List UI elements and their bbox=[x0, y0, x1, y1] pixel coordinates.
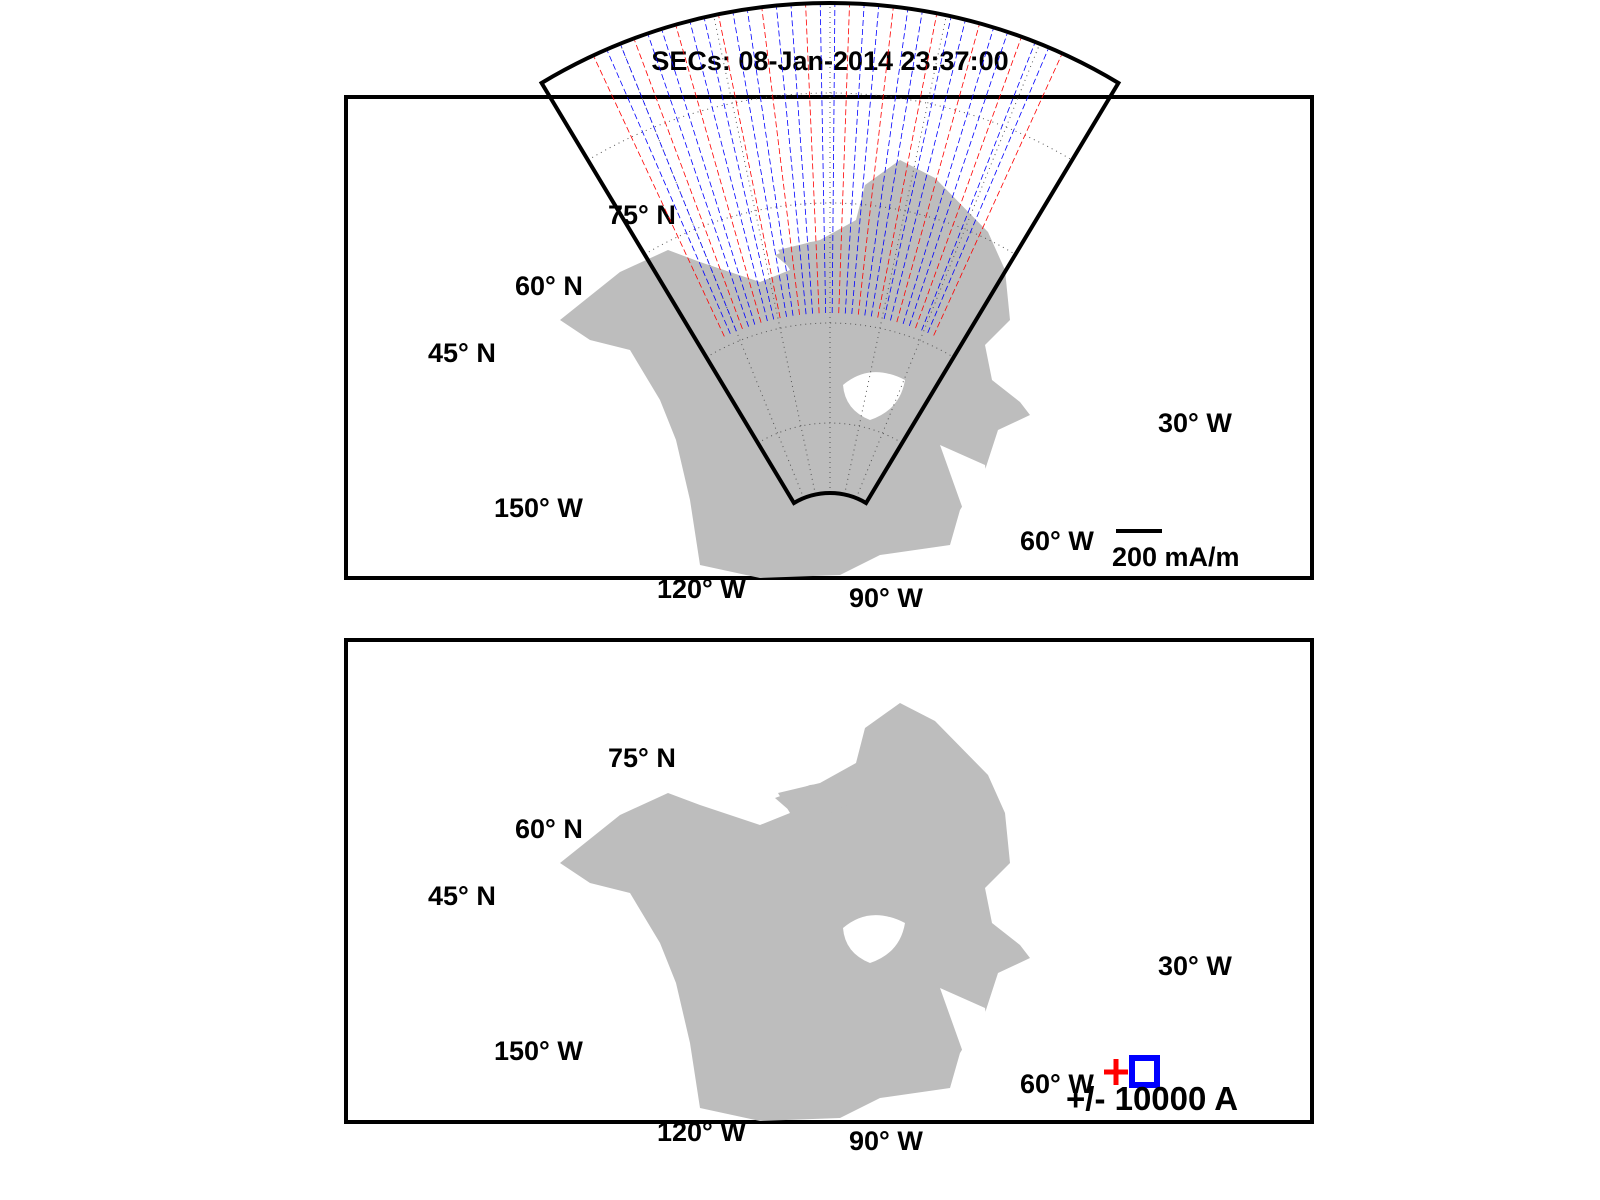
hudson-bay bbox=[843, 372, 905, 420]
latitude-circle bbox=[757, 422, 903, 444]
top-panel: 75° N 60° N 45° N 150° W 120° W 90° W 60… bbox=[344, 95, 1314, 613]
lon-label-30w: 30° W bbox=[1158, 408, 1232, 438]
lat-label-45: 45° N bbox=[428, 338, 496, 368]
longitude-labels: 150° W 120° W 90° W 60° W 30° W bbox=[494, 951, 1232, 1156]
atlantic-gap bbox=[940, 988, 990, 1058]
sec-grid-line bbox=[831, 5, 836, 314]
sec-grid-line bbox=[857, 8, 894, 315]
lon-label-150w: 150° W bbox=[494, 493, 583, 523]
arctic-island bbox=[775, 238, 860, 270]
lat-label-45: 45° N bbox=[428, 881, 496, 911]
sec-grid-line bbox=[864, 10, 909, 316]
latitude-circle bbox=[587, 92, 1073, 161]
arctic-island bbox=[775, 781, 860, 813]
map-boundary bbox=[538, 1, 1122, 506]
lon-label-90w: 90° W bbox=[849, 1126, 923, 1156]
sec-grid-line bbox=[883, 18, 952, 320]
sec-grid-line bbox=[844, 6, 865, 314]
sec-grid-line bbox=[732, 13, 787, 317]
latitude-labels: 75° N 60° N 45° N bbox=[428, 743, 676, 911]
sec-grid-line bbox=[689, 22, 768, 322]
continent bbox=[560, 703, 1030, 1121]
lat-label-60: 60° N bbox=[515, 814, 583, 844]
lat-label-75: 75° N bbox=[608, 200, 676, 230]
hudson-bay bbox=[843, 915, 905, 963]
sec-grid-line bbox=[915, 38, 1022, 329]
sec-grid-line bbox=[761, 9, 800, 315]
figure-title: SECs: 08-Jan-2014 23:37:00 bbox=[651, 46, 1008, 76]
longitude-labels: 150° W 120° W 90° W 60° W 30° W bbox=[494, 408, 1232, 613]
sec-grid-line bbox=[927, 49, 1049, 334]
negative-marker-icon bbox=[1129, 1055, 1160, 1088]
sec-grid-line bbox=[896, 25, 980, 323]
sec-grid-line bbox=[838, 5, 850, 314]
sec-grid-line bbox=[790, 6, 813, 314]
sec-grid-line bbox=[908, 33, 1008, 327]
sec-grid-line bbox=[933, 55, 1062, 336]
sec-grid-line bbox=[819, 5, 827, 314]
lat-label-60: 60° N bbox=[515, 271, 583, 301]
lon-label-150w: 150° W bbox=[494, 1036, 583, 1066]
sec-grid-line bbox=[704, 19, 775, 320]
sec-grid-line bbox=[890, 21, 966, 321]
sec-grid-line bbox=[851, 7, 880, 314]
lon-label-120w: 120° W bbox=[657, 1117, 746, 1147]
sec-grid-line bbox=[902, 29, 994, 325]
amplitude-legend-label: +/- 10000 A bbox=[1066, 1080, 1238, 1117]
lon-label-90w: 90° W bbox=[849, 583, 923, 613]
sec-grid-line bbox=[620, 45, 737, 332]
land-mass bbox=[560, 703, 1030, 1121]
bottom-panel: 75° N 60° N 45° N 150° W 120° W 90° W 60… bbox=[344, 1, 1314, 1156]
sec-grid-line bbox=[661, 30, 756, 325]
lon-label-120w: 120° W bbox=[657, 574, 746, 604]
sec-grid-line bbox=[675, 26, 762, 323]
meridian-line bbox=[855, 43, 1041, 499]
sec-grid-line bbox=[870, 12, 923, 317]
latitude-labels: 75° N 60° N 45° N bbox=[428, 200, 676, 368]
sec-grid-line bbox=[718, 16, 781, 319]
latitude-circle bbox=[706, 322, 954, 358]
amplitude-legend: +/- 10000 A bbox=[1066, 1055, 1238, 1117]
positive-marker-icon bbox=[1104, 1059, 1128, 1085]
sec-grid-line bbox=[747, 11, 794, 316]
sec-grid-line bbox=[877, 15, 937, 318]
lon-label-60w: 60° W bbox=[1020, 1069, 1094, 1099]
sec-grid-line bbox=[593, 57, 725, 337]
sec-grid-line bbox=[921, 43, 1035, 331]
sec-grid-line bbox=[634, 40, 743, 329]
scale-label: 200 mA/m bbox=[1112, 542, 1240, 572]
sec-grid-line bbox=[776, 7, 807, 315]
lon-label-30w: 30° W bbox=[1158, 951, 1232, 981]
sec-grid-line bbox=[607, 51, 731, 334]
lon-label-60w: 60° W bbox=[1020, 526, 1094, 556]
meridian-line bbox=[844, 15, 947, 495]
meridian-line bbox=[713, 15, 816, 495]
atlantic-gap bbox=[940, 445, 990, 515]
sec-grid-line bbox=[647, 35, 749, 327]
sec-grid-lines bbox=[593, 5, 1062, 337]
sec-grid-line bbox=[805, 5, 820, 314]
lat-label-75: 75° N bbox=[608, 743, 676, 773]
